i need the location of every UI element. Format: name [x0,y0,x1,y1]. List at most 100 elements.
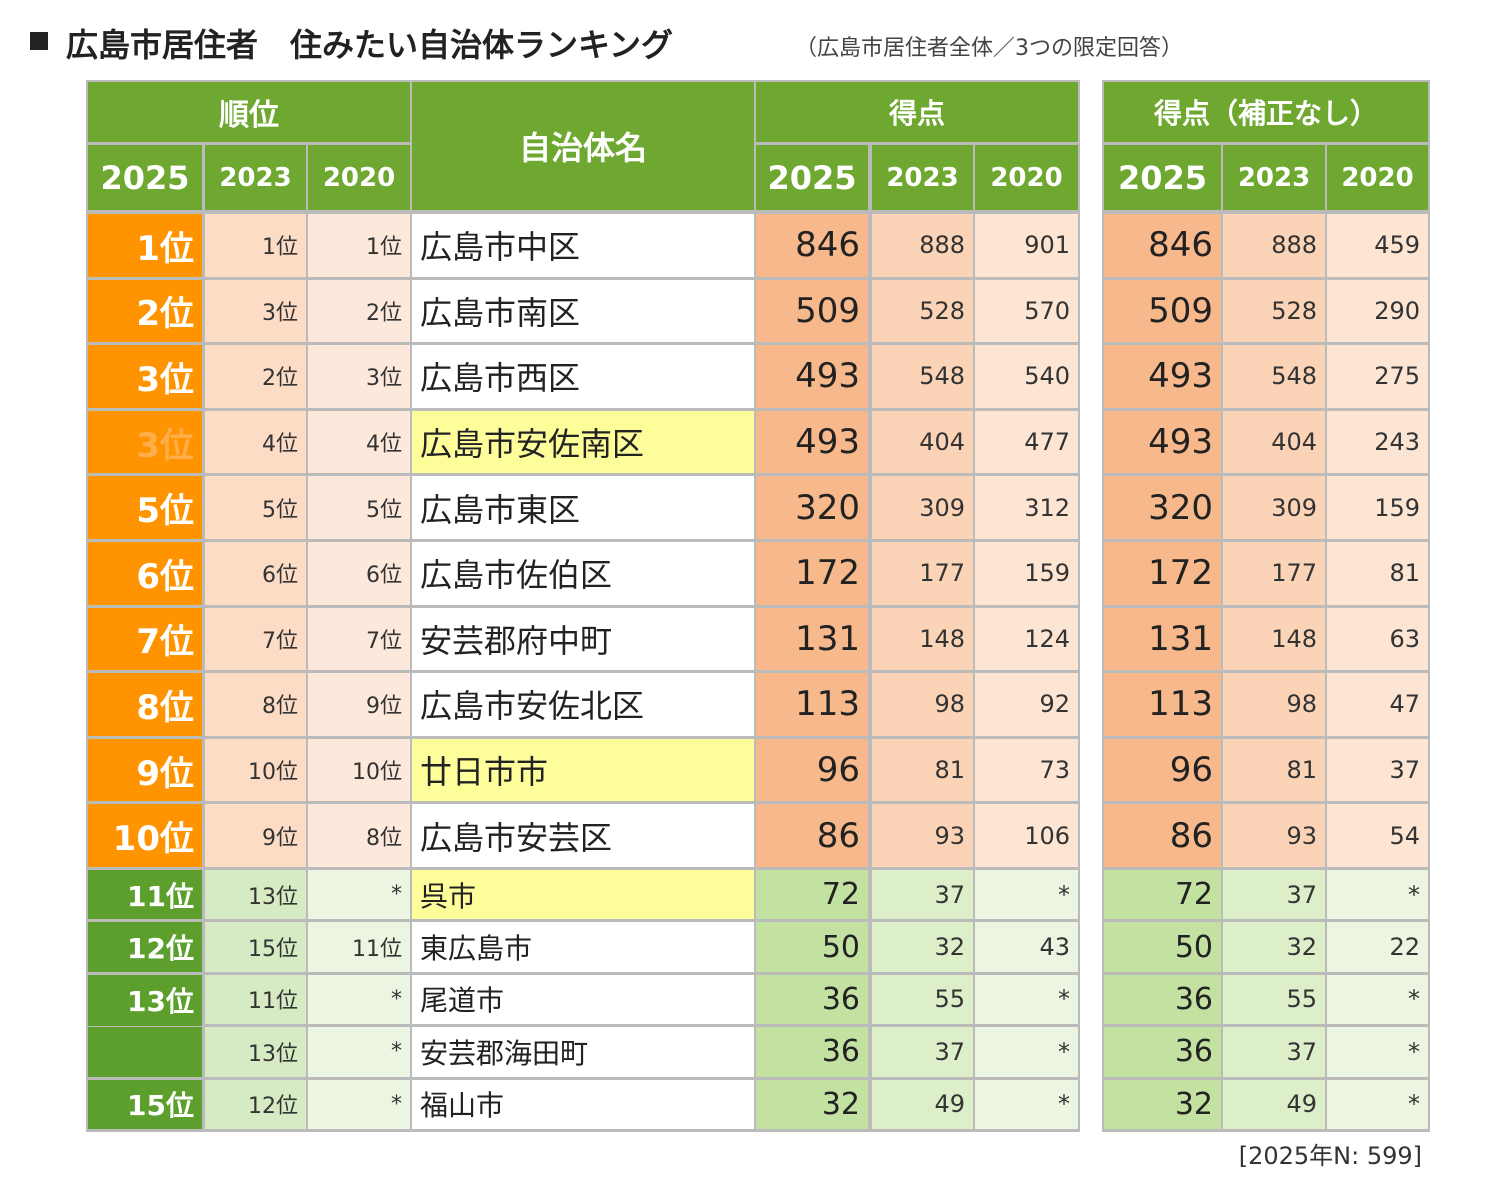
name-cell: 尾道市 [412,974,754,1025]
score-raw-cell: 37 [1223,870,1325,920]
score-cell: 55 [872,974,973,1025]
score-cell: 309 [872,476,973,539]
score-cell: 177 [872,542,973,605]
rank-cell: 4位 [308,410,410,474]
score-raw-cell: 177 [1223,542,1325,605]
name-cell: 広島市安佐南区 [412,410,754,474]
score-cell: 37 [872,870,973,920]
rank-cell: 1位 [205,214,306,277]
score-raw-cell: 509 [1104,279,1221,343]
score-raw-cell: 81 [1327,542,1428,605]
rank-cell: 13位 [88,974,202,1027]
score-raw-cell: 72 [1104,870,1221,920]
header-score-raw: 得点（補正なし） [1104,82,1428,142]
header-year: 2025 [88,145,202,210]
score-cell: 43 [975,922,1078,972]
title: 広島市居住者 住みたい自治体ランキング [66,26,674,64]
score-cell: 131 [756,607,868,671]
score-cell: 124 [975,607,1078,671]
score-cell: 36 [756,974,868,1025]
rank-cell: 2位 [88,279,202,343]
score-raw-cell: 172 [1104,542,1221,605]
rank-cell: 10位 [308,738,410,802]
score-cell: 106 [975,804,1078,867]
rank-cell: 6位 [88,542,202,605]
score-cell: 86 [756,804,868,867]
rank-cell: * [308,974,410,1025]
rank-cell: 8位 [88,673,202,736]
score-cell: * [975,1027,1078,1077]
score-cell: 540 [975,345,1078,408]
score-cell: 159 [975,542,1078,605]
rank-cell: 4位 [205,410,306,474]
header-name: 自治体名 [412,82,754,210]
score-raw-cell: 22 [1327,922,1428,972]
rank-cell: 3位 [88,345,202,408]
score-cell: 49 [872,1079,973,1129]
score-cell: 81 [872,738,973,802]
score-raw-cell: 404 [1223,410,1325,474]
score-cell: 32 [756,1079,868,1129]
rank-cell: 1位 [308,214,410,277]
rank-cell: 6位 [205,542,306,605]
score-raw-cell: 96 [1104,738,1221,802]
score-raw-cell: * [1327,870,1428,920]
rank-cell: 11位 [205,974,306,1025]
rank-cell: 1位 [88,214,202,277]
rank-cell: 5位 [88,476,202,539]
score-raw-cell: 320 [1104,476,1221,539]
score-cell: 888 [872,214,973,277]
score-raw-cell: 275 [1327,345,1428,408]
score-cell: 37 [872,1027,973,1077]
score-raw-cell: 36 [1104,974,1221,1025]
rank-cell: 13位 [205,870,306,920]
header-year: 2025 [756,145,868,210]
score-raw-cell: 309 [1223,476,1325,539]
name-cell: 広島市安佐北区 [412,673,754,736]
score-raw-cell: 55 [1223,974,1325,1025]
score-raw-cell: 528 [1223,279,1325,343]
score-raw-cell: 888 [1223,214,1325,277]
title-bullet [30,32,48,50]
score-cell: 113 [756,673,868,736]
name-cell: 広島市南区 [412,279,754,343]
name-cell: 廿日市市 [412,738,754,802]
score-raw-cell: 54 [1327,804,1428,867]
score-raw-cell: 32 [1223,922,1325,972]
header-rank: 順位 [88,82,410,142]
name-cell: 広島市東区 [412,476,754,539]
score-raw-cell: * [1327,1027,1428,1077]
rank-cell: * [308,1079,410,1129]
name-cell: 広島市佐伯区 [412,542,754,605]
score-raw-cell: 81 [1223,738,1325,802]
score-cell: 404 [872,410,973,474]
score-raw-cell: 493 [1104,410,1221,474]
score-cell: 148 [872,607,973,671]
name-cell: 東広島市 [412,922,754,972]
name-cell: 安芸郡海田町 [412,1027,754,1077]
header-year: 2023 [205,145,306,210]
rank-cell: 10位 [205,738,306,802]
score-raw-cell: 846 [1104,214,1221,277]
score-cell: 32 [872,922,973,972]
score-raw-cell: 86 [1104,804,1221,867]
score-raw-cell: 131 [1104,607,1221,671]
header-year: 2025 [1104,145,1221,210]
rank-cell: 7位 [88,607,202,671]
score-raw-cell: 47 [1327,673,1428,736]
score-cell: 528 [872,279,973,343]
score-cell: 172 [756,542,868,605]
score-cell: 548 [872,345,973,408]
score-cell: 93 [872,804,973,867]
score-raw-cell: 93 [1223,804,1325,867]
score-raw-cell: 493 [1104,345,1221,408]
score-raw-cell: 459 [1327,214,1428,277]
rank-cell: 2位 [308,279,410,343]
rank-cell: 15位 [205,922,306,972]
score-cell: * [975,1079,1078,1129]
score-raw-cell: 36 [1104,1027,1221,1077]
score-raw-cell: 98 [1223,673,1325,736]
score-raw-cell: 37 [1223,1027,1325,1077]
score-raw-cell: 159 [1327,476,1428,539]
